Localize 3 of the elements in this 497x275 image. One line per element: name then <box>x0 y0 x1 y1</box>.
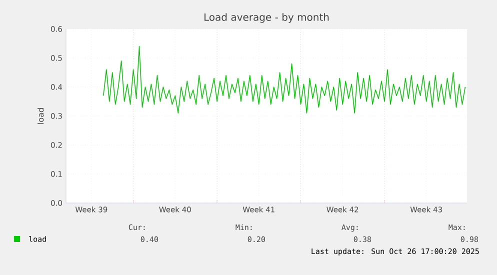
chart-title: Load average - by month <box>204 13 329 23</box>
line-series <box>102 46 466 114</box>
y-axis-title: load <box>38 108 44 124</box>
